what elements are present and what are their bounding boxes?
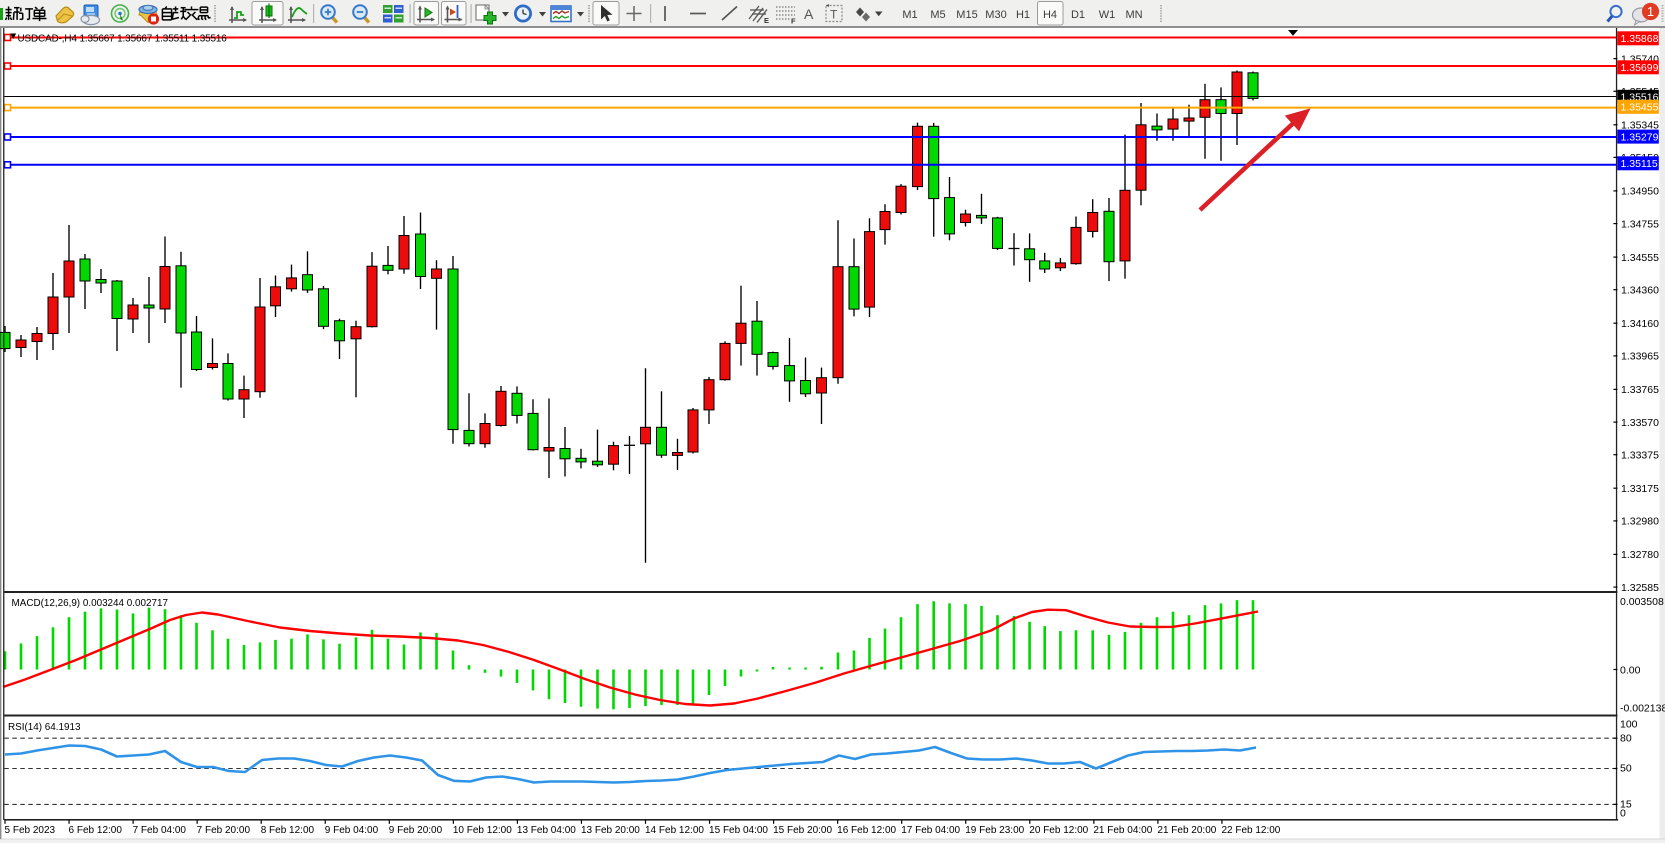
- svg-text:1.35455: 1.35455: [1621, 102, 1659, 114]
- svg-text:100: 100: [1620, 718, 1638, 730]
- svg-text:1.34555: 1.34555: [1621, 252, 1659, 264]
- svg-text:W1: W1: [1099, 9, 1116, 21]
- svg-text:7 Feb 20:00: 7 Feb 20:00: [197, 825, 251, 836]
- svg-text:80: 80: [1620, 732, 1632, 744]
- svg-text:17 Feb 04:00: 17 Feb 04:00: [901, 825, 960, 836]
- svg-text:1.33570: 1.33570: [1621, 417, 1659, 429]
- svg-text:1.34360: 1.34360: [1621, 284, 1659, 296]
- svg-text:1.35115: 1.35115: [1621, 158, 1658, 170]
- svg-text:5 Feb 2023: 5 Feb 2023: [5, 825, 56, 836]
- svg-text:0: 0: [1620, 807, 1626, 819]
- svg-text:1.32585: 1.32585: [1621, 582, 1659, 594]
- svg-text:19 Feb 23:00: 19 Feb 23:00: [965, 825, 1024, 836]
- svg-text:M1: M1: [902, 9, 917, 21]
- svg-text:10 Feb 12:00: 10 Feb 12:00: [453, 825, 512, 836]
- svg-text:15: 15: [1620, 799, 1632, 811]
- svg-text:1.34755: 1.34755: [1621, 218, 1659, 230]
- svg-text:1.33965: 1.33965: [1621, 351, 1659, 363]
- svg-text:RSI(14) 64.1913: RSI(14) 64.1913: [8, 722, 81, 733]
- svg-text:50: 50: [1620, 763, 1632, 775]
- svg-text:21 Feb 20:00: 21 Feb 20:00: [1157, 825, 1216, 836]
- svg-text:0.00: 0.00: [1620, 664, 1641, 676]
- svg-text:1: 1: [1647, 4, 1654, 19]
- svg-text:14 Feb 12:00: 14 Feb 12:00: [645, 825, 704, 836]
- svg-text:1.35345: 1.35345: [1621, 120, 1659, 132]
- svg-text:9 Feb 04:00: 9 Feb 04:00: [325, 825, 379, 836]
- svg-text:21 Feb 04:00: 21 Feb 04:00: [1093, 825, 1152, 836]
- svg-text:1.32980: 1.32980: [1621, 516, 1659, 528]
- svg-text:15 Feb 04:00: 15 Feb 04:00: [709, 825, 768, 836]
- svg-text:22 Feb 12:00: 22 Feb 12:00: [1221, 825, 1280, 836]
- svg-text:A: A: [804, 6, 814, 22]
- svg-text:6 Feb 12:00: 6 Feb 12:00: [69, 825, 123, 836]
- svg-text:D1: D1: [1071, 9, 1085, 21]
- svg-text:7 Feb 04:00: 7 Feb 04:00: [133, 825, 187, 836]
- svg-text:USDCAD-,H4 1.35667 1.35667 1.: USDCAD-,H4 1.35667 1.35667 1.35511 1.355…: [18, 34, 228, 45]
- svg-text:H4: H4: [1043, 9, 1057, 21]
- svg-text:8 Feb 12:00: 8 Feb 12:00: [261, 825, 315, 836]
- svg-text:1.34950: 1.34950: [1621, 186, 1659, 198]
- svg-text:13 Feb 20:00: 13 Feb 20:00: [581, 825, 640, 836]
- svg-text:M5: M5: [930, 9, 945, 21]
- svg-text:MN: MN: [1125, 9, 1142, 21]
- svg-text:MACD(12,26,9) 0.003244 0.00271: MACD(12,26,9) 0.003244 0.002717: [12, 598, 168, 609]
- svg-text:16 Feb 12:00: 16 Feb 12:00: [837, 825, 896, 836]
- svg-text:1.32780: 1.32780: [1621, 549, 1659, 561]
- svg-text:20 Feb 12:00: 20 Feb 12:00: [1029, 825, 1088, 836]
- svg-text:1.35279: 1.35279: [1621, 131, 1659, 143]
- svg-text:-0.002138: -0.002138: [1620, 703, 1665, 715]
- svg-text:15 Feb 20:00: 15 Feb 20:00: [773, 825, 832, 836]
- svg-text:1.34160: 1.34160: [1621, 318, 1659, 330]
- svg-text:E: E: [764, 16, 769, 25]
- svg-text:1.33765: 1.33765: [1621, 384, 1659, 396]
- svg-text:1.33175: 1.33175: [1621, 483, 1659, 495]
- svg-text:H1: H1: [1016, 9, 1030, 21]
- svg-text:M30: M30: [985, 9, 1006, 21]
- svg-text:1.35868: 1.35868: [1621, 33, 1659, 45]
- svg-text:M15: M15: [956, 9, 977, 21]
- svg-text:13 Feb 04:00: 13 Feb 04:00: [517, 825, 576, 836]
- svg-text:T: T: [830, 8, 838, 22]
- svg-text:1.33375: 1.33375: [1621, 449, 1659, 461]
- svg-text:9 Feb 20:00: 9 Feb 20:00: [389, 825, 443, 836]
- svg-text:0.003508: 0.003508: [1620, 596, 1664, 608]
- svg-text:F: F: [791, 17, 796, 26]
- svg-text:1.35699: 1.35699: [1621, 62, 1659, 74]
